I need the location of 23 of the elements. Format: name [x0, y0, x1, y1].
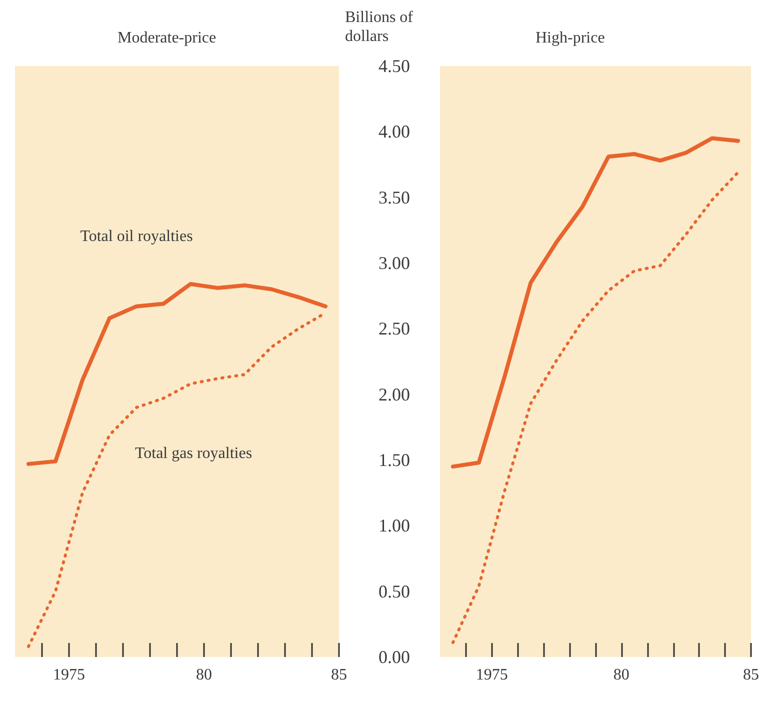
x-tick-label: 85 [331, 666, 347, 684]
y-tick-label: 2.00 [378, 384, 410, 404]
chart-title: High-price [536, 30, 605, 46]
y-tick-label: 3.50 [378, 187, 410, 208]
text: Total oil royalties [80, 228, 193, 245]
line-series [450, 136, 740, 469]
series-label: Total gas royalties [134, 444, 252, 462]
y-tick-label: 1.50 [378, 450, 410, 470]
x-tick-label: 1975 [476, 666, 508, 684]
x-tick-label: 80 [196, 666, 212, 684]
y-tick-label: 0.00 [378, 647, 410, 667]
y-axis-title: Billions of dollars [345, 9, 418, 45]
y-tick-label: 4.50 [378, 56, 410, 76]
y-tick-label: 3.00 [378, 253, 410, 273]
x-tick-label: 85 [743, 666, 759, 684]
y-tick-label: 1.00 [378, 516, 410, 536]
x-tick-label: 80 [613, 666, 630, 684]
chart-title: Moderate-price [118, 30, 216, 46]
y-tick-label: 0.50 [378, 581, 410, 602]
y-tick-label: 4.00 [378, 122, 410, 142]
y-tick-label: 2.50 [378, 318, 410, 339]
line-series [451, 170, 740, 644]
x-tick-label: 1975 [53, 666, 85, 684]
